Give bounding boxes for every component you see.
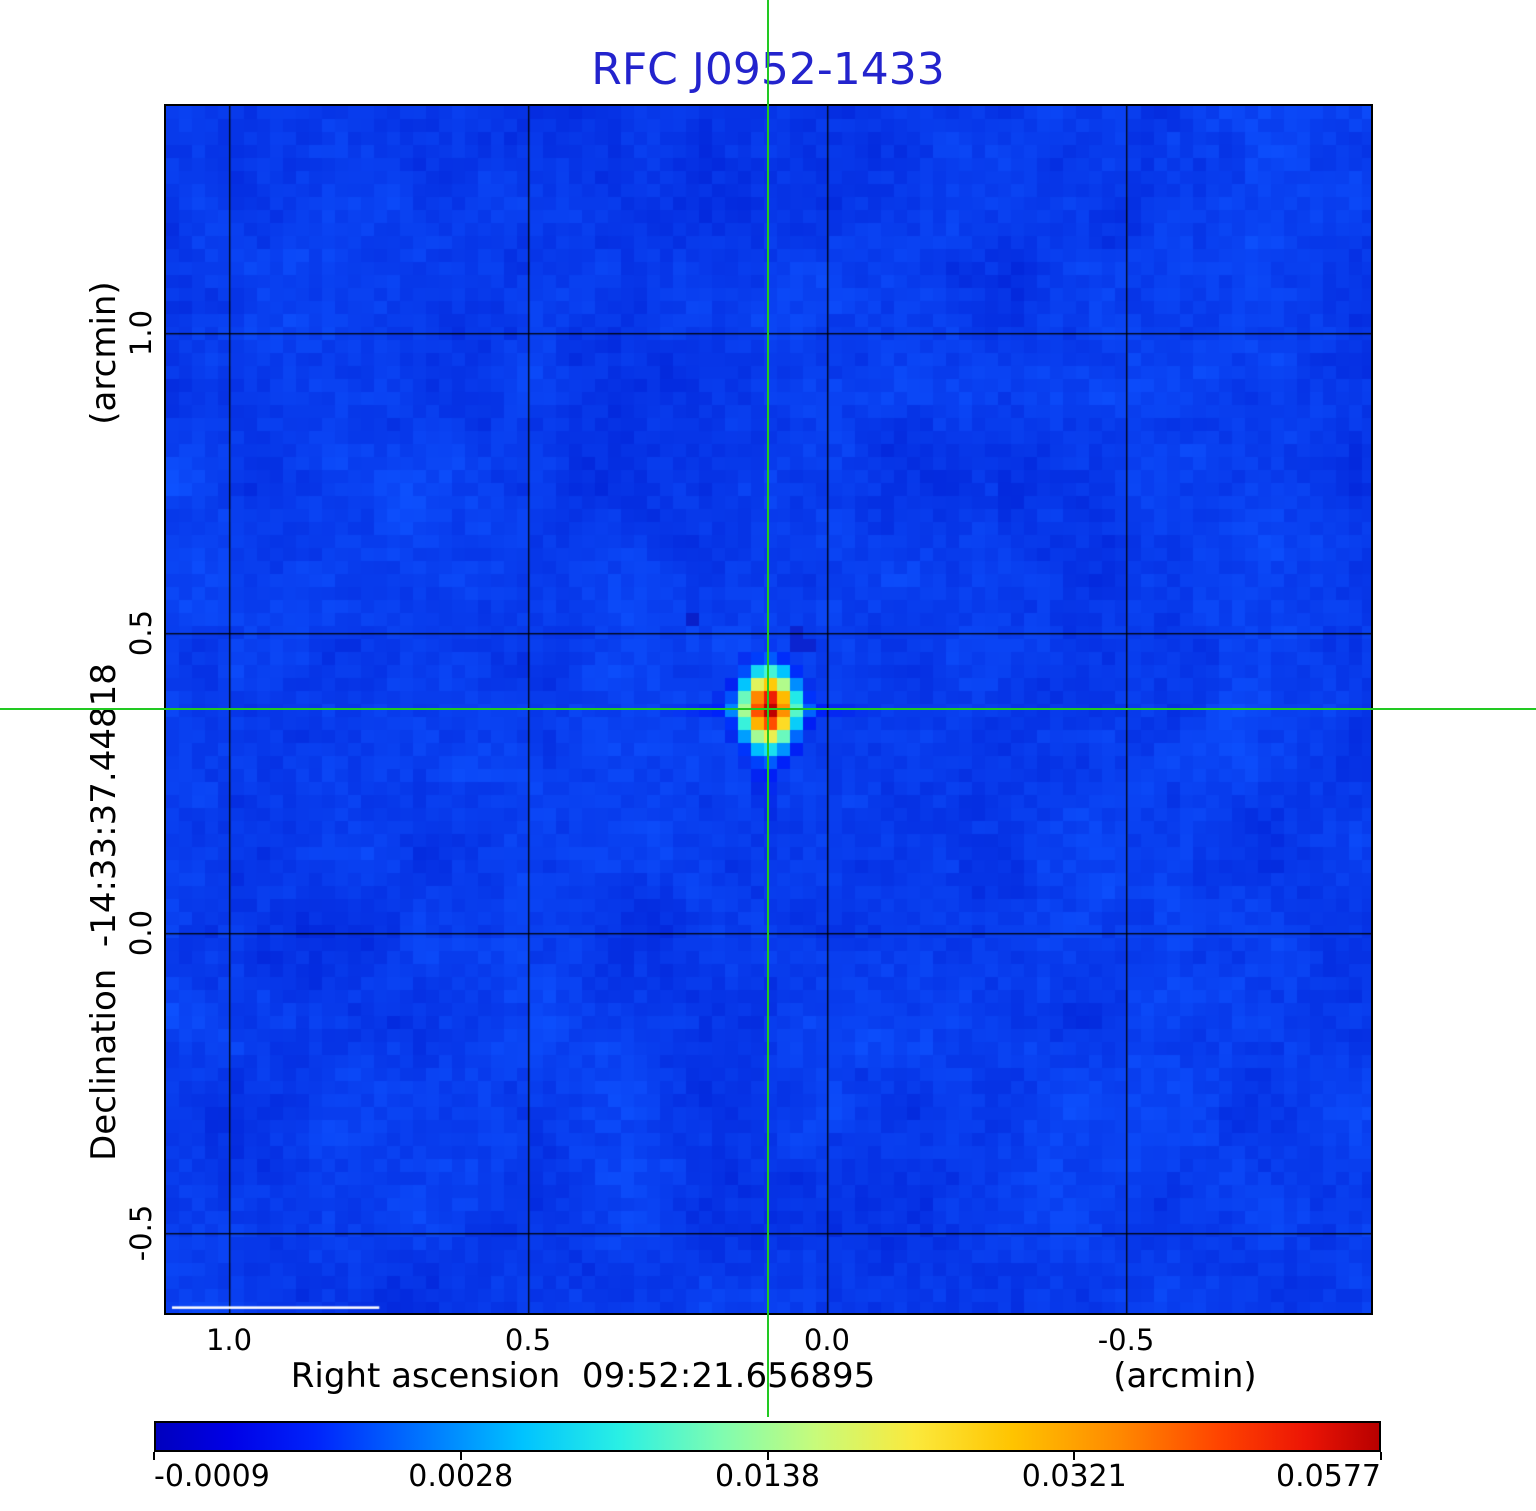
colorbar-tick: [459, 1452, 462, 1460]
y-tick-label: -0.5: [124, 1204, 158, 1262]
x-axis-unit-label: (arcmin): [1113, 1356, 1257, 1396]
colorbar-tick: [153, 1452, 155, 1460]
colorbar-tick: [766, 1452, 769, 1460]
colorbar-tick: [1380, 1452, 1382, 1460]
y-tick-label: 1.0: [124, 309, 158, 356]
y-axis-label: Declination -14:33:37.44818: [84, 663, 124, 1161]
colorbar-tick-label: 0.0577: [1276, 1459, 1381, 1494]
crosshair-horizontal-line: [0, 708, 1536, 710]
y-axis-unit-label: (arcmin): [84, 281, 124, 425]
colorbar-tick-label: -0.0009: [154, 1459, 270, 1494]
x-tick-label: 0.0: [803, 1323, 850, 1357]
x-tick-label: 1.0: [205, 1323, 253, 1357]
colorbar-tick-label: 0.0321: [1021, 1459, 1127, 1494]
x-tick-label: 0.5: [504, 1323, 552, 1357]
y-tick-label: 0.5: [124, 609, 158, 657]
colorbar-tick-label: 0.0028: [408, 1459, 514, 1494]
colorbar: [154, 1421, 1381, 1452]
x-axis-label: Right ascension 09:52:21.656895: [290, 1356, 876, 1396]
colorbar-tick: [1073, 1452, 1076, 1460]
y-tick-label: 0.0: [124, 909, 158, 957]
x-tick-label: -0.5: [1097, 1323, 1155, 1357]
colorbar-tick-label: 0.0138: [715, 1459, 820, 1494]
